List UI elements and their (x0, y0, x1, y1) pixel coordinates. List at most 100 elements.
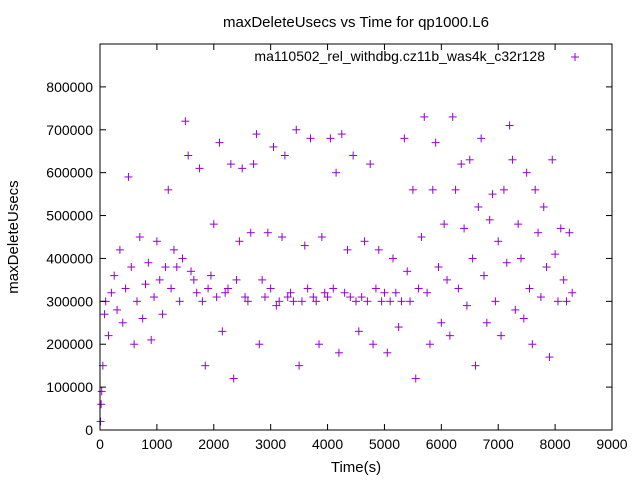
data-point (516, 254, 525, 263)
data-point (192, 288, 201, 297)
data-point (494, 237, 503, 246)
data-point (317, 233, 326, 241)
data-point (286, 288, 295, 297)
data-point (400, 134, 409, 143)
data-point (545, 353, 554, 362)
data-point (388, 254, 397, 263)
data-point (283, 293, 292, 302)
data-point (369, 340, 378, 349)
data-point (209, 220, 218, 229)
data-point (303, 284, 312, 293)
data-point (138, 314, 147, 323)
data-point (488, 190, 497, 199)
legend: ma110502_rel_withdbg.cz11b_was4k_c32r128 (254, 48, 579, 64)
data-point (482, 318, 491, 327)
data-point (152, 237, 161, 246)
x-tick-label: 5000 (369, 436, 400, 452)
data-point (326, 134, 335, 143)
data-point (511, 305, 520, 314)
data-point (542, 263, 551, 272)
data-point (374, 245, 383, 254)
data-point (147, 335, 156, 344)
plot-frame (99, 43, 613, 431)
data-point (431, 138, 440, 147)
data-point (158, 310, 167, 319)
data-point (343, 245, 352, 254)
data-point (531, 185, 540, 194)
data-point (249, 160, 258, 169)
data-point (445, 331, 454, 340)
y-tick-label: 800000 (46, 79, 93, 95)
data-point (562, 297, 571, 306)
data-point (454, 284, 463, 293)
data-point (167, 284, 176, 293)
data-point (144, 258, 153, 267)
data-point (568, 288, 577, 297)
data-point (340, 288, 349, 297)
x-tick-label: 1000 (141, 436, 172, 452)
data-point (178, 254, 187, 263)
data-point (97, 387, 106, 396)
legend-marker (571, 53, 579, 61)
data-point (394, 323, 403, 332)
x-tick-label: 2000 (198, 436, 229, 452)
x-axis: 0 1000 2000 3000 4000 5000 6000 7000 8000 9000 (96, 44, 628, 452)
data-point (377, 297, 386, 306)
data-point (505, 121, 514, 130)
data-point (201, 361, 210, 370)
data-point (346, 293, 355, 302)
data-point (238, 164, 247, 173)
data-point (175, 297, 184, 306)
data-point (334, 348, 343, 357)
data-point (266, 284, 275, 293)
data-point (360, 237, 369, 246)
data-point (460, 224, 469, 233)
data-point (440, 220, 449, 229)
data-point (323, 293, 332, 302)
data-point (354, 327, 363, 336)
data-point (289, 297, 298, 306)
data-point (366, 160, 375, 169)
data-point (246, 228, 255, 237)
data-point (181, 117, 190, 126)
data-point (104, 331, 113, 340)
data-point (115, 245, 124, 254)
data-point (218, 327, 227, 336)
data-point (252, 130, 261, 139)
data-point (406, 297, 415, 306)
data-point (255, 340, 264, 349)
data-point (224, 284, 232, 293)
data-point (118, 318, 127, 327)
data-point (229, 374, 238, 383)
data-point (212, 293, 221, 302)
data-point (363, 297, 372, 306)
data-point (155, 275, 164, 284)
data-point (559, 275, 568, 284)
y-tick-label: 400000 (46, 250, 93, 266)
data-point (96, 417, 105, 426)
data-point (278, 233, 287, 241)
data-point (337, 130, 346, 139)
data-point (130, 340, 139, 349)
data-point (243, 297, 252, 306)
data-point (258, 275, 267, 284)
data-point (536, 293, 545, 302)
data-point (357, 293, 366, 302)
data-point (320, 288, 329, 297)
data-point (386, 297, 395, 306)
data-point (465, 155, 474, 164)
data-point (297, 297, 306, 306)
data-point (539, 202, 548, 211)
x-tick-label: 3000 (255, 436, 286, 452)
data-point (528, 340, 537, 349)
data-point (315, 340, 324, 349)
plot-area (96, 112, 577, 426)
data-point (408, 185, 417, 194)
data-point (309, 293, 318, 302)
data-point (380, 288, 389, 297)
data-point (215, 138, 224, 147)
series-points (96, 112, 577, 426)
data-point (189, 275, 198, 284)
data-point (169, 245, 178, 254)
data-point (141, 280, 150, 289)
